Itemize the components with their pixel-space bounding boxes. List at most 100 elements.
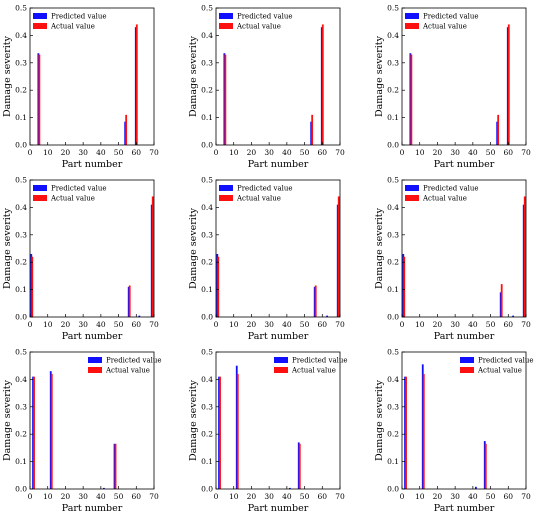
bar-actual-part-47 <box>298 443 301 489</box>
bar-actual-part-1 <box>31 256 34 317</box>
x-tick-label: 20 <box>247 148 257 157</box>
y-tick-label: 0.2 <box>201 430 213 439</box>
x-tick-label: 0 <box>400 148 405 157</box>
x-tick-label: 70 <box>149 148 159 157</box>
x-tick-label: 50 <box>114 148 124 157</box>
y-tick-label: 0.1 <box>15 457 27 466</box>
y-tick-label: 0.3 <box>387 58 399 67</box>
x-axis-label: Part number <box>62 503 123 514</box>
bar-actual-part-2 <box>405 376 407 489</box>
x-tick-label: 0 <box>214 320 219 329</box>
legend-label-predicted: Predicted value <box>423 13 479 21</box>
legend-swatch-predicted <box>33 185 47 191</box>
legend-label-predicted: Predicted value <box>478 357 534 365</box>
x-tick-label: 40 <box>282 320 292 329</box>
x-tick-label: 60 <box>132 320 142 329</box>
x-tick-label: 40 <box>96 148 106 157</box>
legend-label-predicted: Predicted value <box>292 357 348 365</box>
bar-predicted-part-47 <box>297 442 300 489</box>
bar-predicted-part-54 <box>310 121 313 145</box>
bar-actual-part-5 <box>410 54 413 145</box>
y-tick-label: 0.4 <box>387 31 399 40</box>
x-tick-label: 0 <box>28 492 33 501</box>
x-tick-label: 30 <box>450 148 460 157</box>
x-tick-label: 30 <box>264 320 274 329</box>
plot-frame <box>215 351 341 490</box>
legend-swatch-actual <box>405 195 419 201</box>
x-tick-label: 30 <box>78 320 88 329</box>
x-tick-label: 70 <box>521 148 531 157</box>
y-tick-label: 0.3 <box>15 402 27 411</box>
bar-predicted-part-1 <box>216 253 219 317</box>
y-tick-label: 0.5 <box>387 348 399 357</box>
bar-actual-part-69 <box>151 196 154 317</box>
y-tick-label: 0.1 <box>387 457 399 466</box>
x-tick-label: 20 <box>61 492 71 501</box>
y-tick-label: 0.0 <box>201 141 213 150</box>
legend-label-predicted: Predicted value <box>51 185 107 193</box>
bar-predicted-part-54 <box>124 121 127 145</box>
x-tick-label: 0 <box>214 492 219 501</box>
x-tick-label: 10 <box>415 492 425 501</box>
bar-actual-part-54 <box>311 114 314 145</box>
bar-predicted-part-42 <box>289 487 291 489</box>
x-tick-label: 50 <box>486 492 496 501</box>
y-tick-label: 0.1 <box>201 285 213 294</box>
bar-predicted-part-12 <box>235 365 238 489</box>
y-tick-label: 0.3 <box>387 402 399 411</box>
x-tick-label: 60 <box>504 320 514 329</box>
chart-panel-5: 0 10 20 30 40 50 60 70 0.0 0.1 0.2 0.3 0.4 0.5 Part nu… <box>188 176 345 343</box>
legend-swatch-actual <box>219 195 233 201</box>
legend-label-actual: Actual value <box>105 367 150 375</box>
chart-panel-7: 0 10 20 30 40 50 60 70 0.0 0.1 0.2 0.3 0.4 0.5 Part nu… <box>2 348 162 515</box>
y-tick-label: 0.2 <box>387 430 399 439</box>
bar-predicted-part-2 <box>32 376 34 489</box>
y-tick-label: 0.5 <box>15 176 27 185</box>
y-tick-label: 0.2 <box>201 258 213 267</box>
bar-predicted-part-47 <box>483 441 486 489</box>
bar-predicted-part-5 <box>223 53 226 145</box>
legend-swatch-actual <box>219 23 233 29</box>
x-tick-label: 0 <box>400 320 405 329</box>
y-axis-label: Damage severity <box>188 35 199 117</box>
y-tick-label: 0.1 <box>15 285 27 294</box>
y-tick-label: 0.4 <box>201 31 213 40</box>
x-tick-label: 70 <box>335 492 345 501</box>
legend-swatch-predicted <box>405 13 419 19</box>
legend-label-actual: Actual value <box>477 367 522 375</box>
bar-actual-part-56 <box>314 285 317 317</box>
x-tick-label: 20 <box>61 148 71 157</box>
bar-actual-part-69 <box>523 196 526 317</box>
x-tick-label: 0 <box>214 148 219 157</box>
legend-swatch-predicted <box>219 13 233 19</box>
x-tick-label: 0 <box>28 148 33 157</box>
x-tick-label: 40 <box>468 148 478 157</box>
plot-frame <box>29 179 155 318</box>
bar-actual-part-54 <box>125 114 128 145</box>
y-tick-label: 0.0 <box>15 141 27 150</box>
y-tick-label: 0.1 <box>15 113 27 122</box>
bar-predicted-part-54 <box>496 121 499 145</box>
bar-predicted-part-60 <box>320 27 323 145</box>
x-tick-label: 40 <box>282 148 292 157</box>
y-tick-label: 0.0 <box>387 141 399 150</box>
y-tick-label: 0.5 <box>15 4 27 13</box>
y-axis-label: Damage severity <box>374 207 385 289</box>
x-tick-label: 60 <box>504 148 514 157</box>
x-tick-label: 0 <box>28 320 33 329</box>
bar-predicted-part-56 <box>499 292 502 317</box>
legend-swatch-actual <box>460 367 474 373</box>
bar-predicted-part-5 <box>409 53 412 145</box>
x-tick-label: 20 <box>247 492 257 501</box>
y-tick-label: 0.4 <box>15 31 27 40</box>
x-tick-label: 0 <box>400 492 405 501</box>
x-tick-label: 50 <box>300 148 310 157</box>
x-tick-label: 30 <box>264 148 274 157</box>
x-tick-label: 60 <box>132 148 142 157</box>
bar-predicted-part-2 <box>218 376 220 489</box>
bar-actual-part-1 <box>403 256 406 317</box>
y-tick-label: 0.0 <box>387 313 399 322</box>
bar-actual-part-60 <box>507 24 510 145</box>
legend-label-actual: Actual value <box>236 23 281 31</box>
